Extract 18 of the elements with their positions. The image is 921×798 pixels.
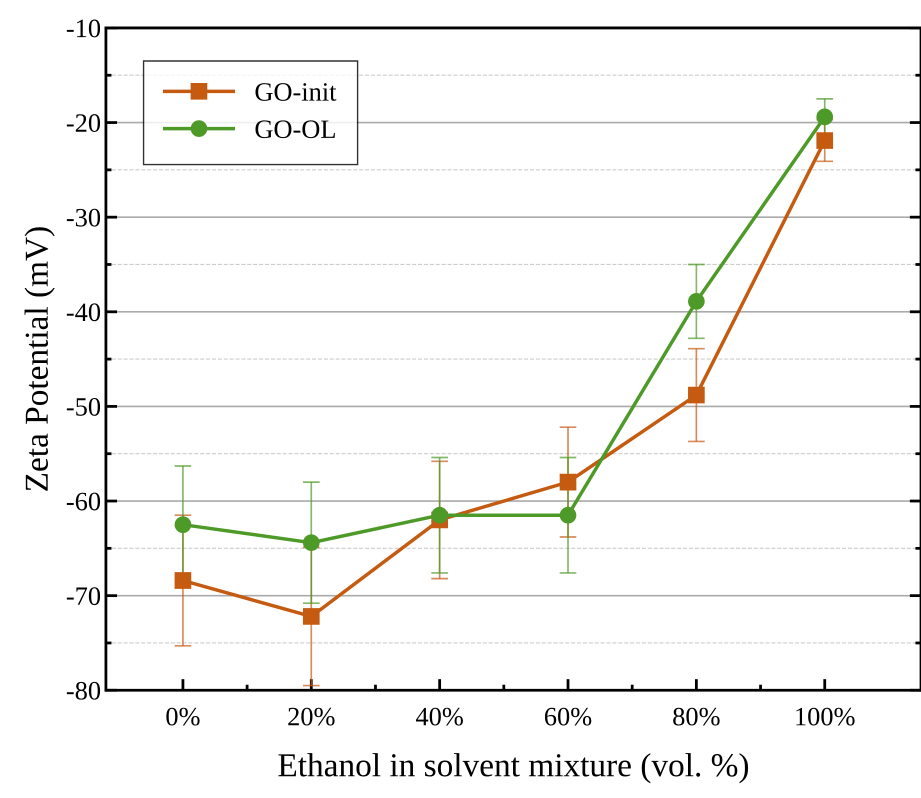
y-tick-label: -60: [66, 492, 100, 510]
y-tick-label: -10: [66, 20, 100, 38]
y-tick-label: -80: [66, 682, 100, 700]
x-axis-title: Ethanol in solvent mixture (vol. %): [278, 753, 748, 784]
x-tick-label: 40%: [416, 708, 463, 726]
y-axis-title: Zeta Potential (mV): [24, 227, 55, 491]
y-tick-label: -30: [66, 208, 100, 227]
x-tick-label: 80%: [673, 708, 720, 726]
y-tick-label: -50: [66, 398, 100, 416]
x-tick-label: 0%: [166, 708, 200, 726]
legend-label: GO-init: [255, 83, 336, 101]
x-tick-label: 100%: [796, 708, 855, 726]
x-tick-label: 20%: [288, 708, 335, 726]
y-tick-label: -20: [66, 114, 100, 132]
legend-label: GO-OL: [255, 120, 335, 138]
y-tick-label: -40: [66, 303, 100, 322]
x-tick-label: 60%: [544, 708, 592, 726]
y-tick-label: -70: [66, 587, 100, 606]
